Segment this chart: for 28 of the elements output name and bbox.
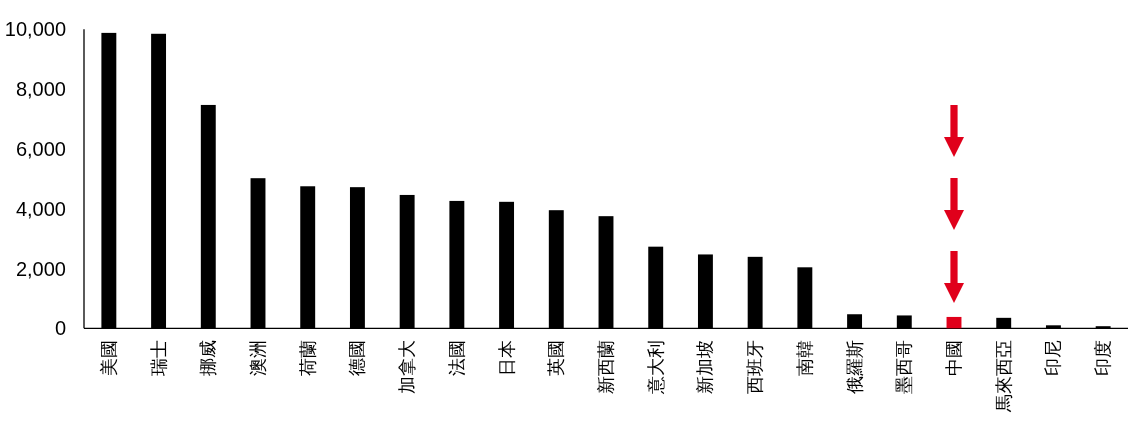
y-tick-label: 8,000 (15, 78, 66, 101)
x-tick-label: 新西蘭 (596, 340, 616, 394)
x-tick-label: 澳洲 (248, 340, 268, 376)
x-tick-label: 馬來西亞 (993, 340, 1014, 413)
x-tick-label: 德國 (347, 340, 368, 376)
x-tick-label: 美國 (98, 340, 119, 376)
y-tick-label: 0 (54, 317, 66, 340)
y-tick-label: 2,000 (15, 257, 66, 280)
y-tick-label: 4,000 (15, 197, 66, 220)
x-tick-label: 俄羅斯 (844, 340, 865, 394)
x-tick-label: 新加坡 (695, 340, 716, 394)
x-tick-label: 瑞士 (148, 340, 169, 376)
x-tick-label: 南韓 (794, 340, 815, 376)
y-tick-label: 10,000 (4, 18, 66, 41)
x-tick-label: 挪威 (198, 340, 219, 376)
x-tick-label: 荷蘭 (297, 340, 318, 376)
bar (946, 316, 962, 329)
x-tick-label: 加拿大 (397, 340, 418, 394)
y-tick-label: 6,000 (15, 137, 66, 160)
x-tick-label: 印度 (1093, 340, 1114, 376)
x-tick-label: 法國 (446, 340, 467, 376)
x-tick-label: 中國 (944, 340, 964, 376)
x-tick-label: 英國 (546, 340, 567, 376)
x-tick-label: 西班牙 (745, 340, 766, 394)
x-tick-label: 墨西哥 (894, 340, 915, 394)
x-tick-label: 印尼 (1043, 340, 1064, 376)
x-tick-label: 日本 (496, 340, 517, 376)
x-tick-label: 意大利 (645, 340, 666, 395)
